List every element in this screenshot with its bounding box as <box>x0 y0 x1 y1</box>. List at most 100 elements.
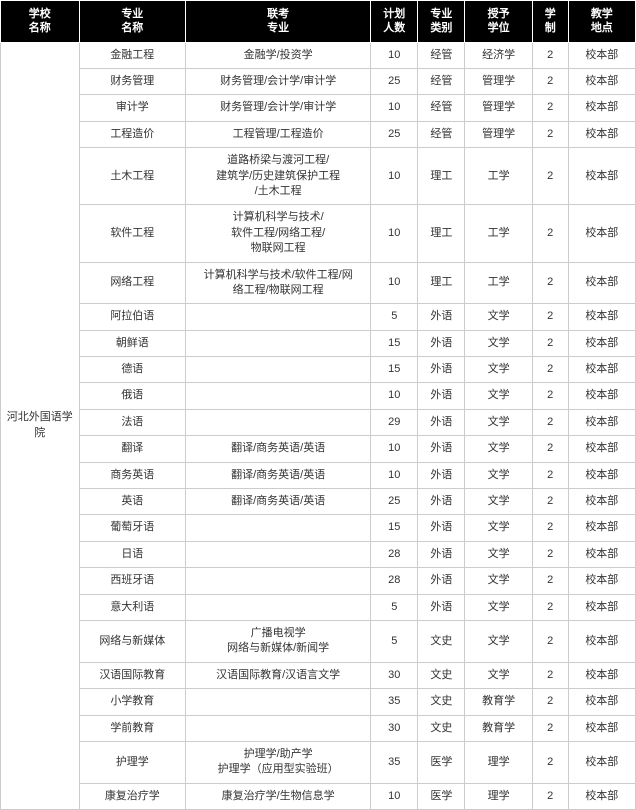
cell-degree: 文学 <box>465 662 532 688</box>
cell-years: 2 <box>532 462 568 488</box>
cell-degree: 文学 <box>465 568 532 594</box>
table-row: 意大利语5外语文学2校本部 <box>1 594 636 620</box>
cell-major: 意大利语 <box>79 594 186 620</box>
cell-degree: 管理学 <box>465 95 532 121</box>
cell-location: 校本部 <box>568 205 635 262</box>
cell-category: 外语 <box>418 594 465 620</box>
cell-plan: 10 <box>371 462 418 488</box>
cell-exam <box>186 330 371 356</box>
cell-major: 学前教育 <box>79 715 186 741</box>
cell-location: 校本部 <box>568 620 635 662</box>
header-plan: 计划人数 <box>371 1 418 43</box>
table-row: 小学教育35文史教育学2校本部 <box>1 689 636 715</box>
table-row: 英语翻译/商务英语/英语25外语文学2校本部 <box>1 489 636 515</box>
table-row: 土木工程道路桥梁与渡河工程/建筑学/历史建筑保护工程/土木工程10理工工学2校本… <box>1 148 636 205</box>
table-row: 护理学护理学/助产学护理学（应用型实验班）35医学理学2校本部 <box>1 741 636 783</box>
table-body: 河北外国语学院金融工程金融学/投资学10经管经济学2校本部财务管理财务管理/会计… <box>1 42 636 810</box>
cell-years: 2 <box>532 783 568 809</box>
cell-major: 俄语 <box>79 383 186 409</box>
cell-category: 经管 <box>418 95 465 121</box>
cell-school-name: 河北外国语学院 <box>1 42 80 810</box>
cell-category: 外语 <box>418 515 465 541</box>
cell-category: 文史 <box>418 620 465 662</box>
cell-location: 校本部 <box>568 262 635 304</box>
cell-plan: 10 <box>371 42 418 68</box>
cell-exam <box>186 357 371 383</box>
cell-plan: 5 <box>371 594 418 620</box>
cell-major: 金融工程 <box>79 42 186 68</box>
cell-location: 校本部 <box>568 121 635 147</box>
table-row: 商务英语翻译/商务英语/英语10外语文学2校本部 <box>1 462 636 488</box>
cell-plan: 10 <box>371 383 418 409</box>
cell-years: 2 <box>532 436 568 462</box>
cell-degree: 教育学 <box>465 689 532 715</box>
cell-plan: 29 <box>371 409 418 435</box>
cell-years: 2 <box>532 741 568 783</box>
header-major: 专业名称 <box>79 1 186 43</box>
cell-years: 2 <box>532 383 568 409</box>
cell-location: 校本部 <box>568 515 635 541</box>
cell-category: 外语 <box>418 383 465 409</box>
cell-category: 医学 <box>418 741 465 783</box>
cell-plan: 10 <box>371 436 418 462</box>
table-row: 河北外国语学院金融工程金融学/投资学10经管经济学2校本部 <box>1 42 636 68</box>
cell-category: 外语 <box>418 304 465 330</box>
cell-location: 校本部 <box>568 304 635 330</box>
table-row: 俄语10外语文学2校本部 <box>1 383 636 409</box>
cell-major: 网络与新媒体 <box>79 620 186 662</box>
cell-degree: 文学 <box>465 489 532 515</box>
cell-plan: 35 <box>371 689 418 715</box>
cell-degree: 管理学 <box>465 68 532 94</box>
cell-exam <box>186 541 371 567</box>
cell-years: 2 <box>532 262 568 304</box>
cell-years: 2 <box>532 121 568 147</box>
cell-category: 外语 <box>418 330 465 356</box>
table-row: 网络与新媒体广播电视学网络与新媒体/新闻学5文史文学2校本部 <box>1 620 636 662</box>
cell-degree: 工学 <box>465 262 532 304</box>
table-row: 朝鲜语15外语文学2校本部 <box>1 330 636 356</box>
cell-exam: 金融学/投资学 <box>186 42 371 68</box>
cell-category: 外语 <box>418 489 465 515</box>
cell-degree: 教育学 <box>465 715 532 741</box>
cell-years: 2 <box>532 95 568 121</box>
cell-degree: 文学 <box>465 515 532 541</box>
cell-location: 校本部 <box>568 409 635 435</box>
cell-category: 外语 <box>418 409 465 435</box>
cell-major: 土木工程 <box>79 148 186 205</box>
cell-major: 财务管理 <box>79 68 186 94</box>
cell-location: 校本部 <box>568 541 635 567</box>
cell-major: 工程造价 <box>79 121 186 147</box>
cell-degree: 文学 <box>465 594 532 620</box>
cell-major: 翻译 <box>79 436 186 462</box>
cell-degree: 文学 <box>465 541 532 567</box>
cell-plan: 15 <box>371 357 418 383</box>
cell-major: 审计学 <box>79 95 186 121</box>
header-exam: 联考专业 <box>186 1 371 43</box>
cell-plan: 10 <box>371 95 418 121</box>
table-row: 财务管理财务管理/会计学/审计学25经管管理学2校本部 <box>1 68 636 94</box>
cell-major: 朝鲜语 <box>79 330 186 356</box>
cell-years: 2 <box>532 515 568 541</box>
cell-years: 2 <box>532 304 568 330</box>
cell-major: 护理学 <box>79 741 186 783</box>
cell-exam: 翻译/商务英语/英语 <box>186 436 371 462</box>
cell-major: 小学教育 <box>79 689 186 715</box>
cell-years: 2 <box>532 568 568 594</box>
cell-degree: 文学 <box>465 330 532 356</box>
cell-category: 外语 <box>418 462 465 488</box>
cell-category: 经管 <box>418 121 465 147</box>
cell-category: 文史 <box>418 715 465 741</box>
cell-degree: 文学 <box>465 304 532 330</box>
cell-category: 外语 <box>418 357 465 383</box>
cell-degree: 文学 <box>465 436 532 462</box>
cell-location: 校本部 <box>568 783 635 809</box>
cell-plan: 28 <box>371 568 418 594</box>
cell-degree: 文学 <box>465 620 532 662</box>
table-row: 康复治疗学康复治疗学/生物信息学10医学理学2校本部 <box>1 783 636 809</box>
table-row: 软件工程计算机科学与技术/软件工程/网络工程/物联网工程10理工工学2校本部 <box>1 205 636 262</box>
cell-category: 文史 <box>418 662 465 688</box>
table-row: 网络工程计算机科学与技术/软件工程/网络工程/物联网工程10理工工学2校本部 <box>1 262 636 304</box>
cell-years: 2 <box>532 205 568 262</box>
cell-plan: 25 <box>371 121 418 147</box>
cell-years: 2 <box>532 148 568 205</box>
